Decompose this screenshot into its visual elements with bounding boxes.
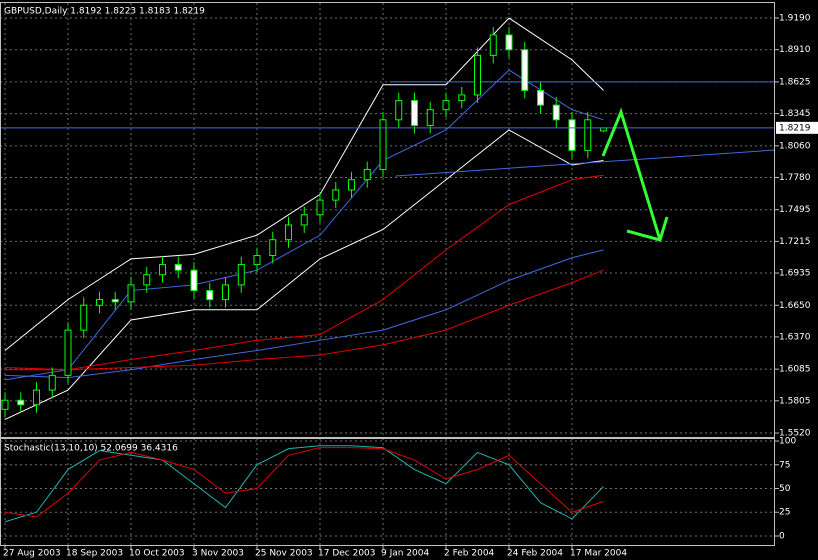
y-tick-label: 1.5805: [779, 396, 811, 406]
indicator-line: [5, 174, 604, 371]
candle-body: [411, 100, 418, 126]
y-tick-label: 50: [779, 484, 791, 494]
candle-body: [537, 89, 544, 106]
candle-body: [143, 274, 151, 286]
candle-body: [80, 304, 88, 331]
candle-body: [584, 119, 592, 151]
y-tick-label: 1.6650: [779, 301, 811, 311]
y-tick-label: 1.8060: [779, 141, 811, 151]
candle-body: [1, 399, 9, 410]
trendline: [395, 149, 776, 177]
indicator-line: [4, 69, 604, 381]
y-tick-label: 25: [779, 508, 790, 518]
candle-body: [442, 100, 450, 111]
y-tick-label: 1.7780: [779, 173, 811, 183]
candle-body: [458, 94, 466, 102]
candle-body: [222, 284, 229, 301]
candle-body: [474, 54, 481, 96]
arrow-head: [626, 216, 669, 242]
y-tick-label: 1.7215: [779, 237, 811, 247]
candle-body: [300, 214, 308, 226]
candle-body: [33, 389, 40, 406]
candle-body: [269, 239, 277, 257]
y-tick-label: 1.6370: [779, 332, 811, 342]
stochastic-line: [4, 445, 604, 523]
current-price-label: 1.8219: [779, 123, 811, 133]
candle-body: [395, 100, 403, 121]
candle-body: [505, 34, 513, 51]
x-tick-label: 2 Feb 2004: [444, 549, 495, 559]
candle-body: [348, 179, 355, 191]
x-tick-label: 27 Aug 2003: [3, 549, 61, 559]
stochastic-line: [4, 447, 604, 518]
candle-body: [285, 224, 292, 241]
candle-body: [111, 299, 119, 303]
x-tick-label: 18 Sep 2003: [66, 549, 123, 559]
x-tick-label: 9 Jan 2004: [381, 549, 429, 559]
candle-body: [426, 109, 434, 126]
candle-body: [190, 269, 198, 292]
grid: [0, 3, 775, 545]
forecast-arrow: [601, 107, 669, 242]
x-tick-label: 24 Feb 2004: [507, 549, 563, 559]
y-tick-label: 0: [779, 531, 785, 541]
indicator-line: [4, 249, 604, 379]
candle-body: [379, 119, 387, 171]
y-tick-label: 1.5520: [779, 429, 811, 439]
candle-body: [237, 264, 245, 286]
y-tick-label: 1.8910: [779, 45, 811, 55]
candle-body: [253, 255, 261, 266]
candle-body: [127, 284, 135, 303]
x-tick-label: 17 Dec 2003: [318, 549, 376, 559]
candle-body: [332, 189, 340, 201]
candle-body: [174, 264, 182, 271]
arrow-shaft: [601, 107, 662, 241]
marks: [0, 17, 776, 523]
y-tick-label: 1.7495: [779, 205, 811, 215]
y-tick-label: 1.9190: [779, 14, 811, 24]
candle-body: [568, 119, 576, 151]
indicator-line: [4, 269, 604, 371]
indicator-line: [4, 129, 604, 420]
stochastic-panel-border: [0, 438, 775, 546]
candle-body: [552, 104, 560, 121]
x-tick-label: 25 Nov 2003: [255, 549, 313, 559]
candle-body: [48, 374, 56, 391]
y-tick-label: 1.8625: [779, 77, 811, 87]
candle-body: [316, 199, 324, 216]
indicator-title: Stochastic(13,10,10) 52.0699 36.4316: [4, 444, 178, 454]
candle-body: [64, 329, 72, 376]
x-tick-label: 3 Nov 2003: [192, 549, 244, 559]
chart-title: GBPUSD,Daily 1.8192 1.8223 1.8183 1.8219: [4, 7, 205, 17]
candle-body: [159, 264, 166, 276]
x-tick-label: 10 Oct 2003: [129, 549, 185, 559]
candle-body: [521, 49, 529, 91]
y-tick-label: 1.6935: [779, 269, 811, 279]
y-tick-label: 100: [779, 437, 796, 447]
price-panel-border: [0, 2, 775, 438]
current-price-box: [776, 121, 818, 134]
candle-body: [206, 290, 214, 301]
candle-body: [489, 34, 497, 56]
y-tick-label: 1.8345: [779, 109, 811, 119]
candle-body: [17, 399, 25, 406]
y-tick-label: 1.6085: [779, 365, 811, 375]
y-tick-label: 75: [779, 460, 790, 470]
candle-body: [363, 169, 371, 181]
x-tick-label: 17 Mar 2004: [570, 549, 627, 559]
candle-body: [96, 299, 103, 306]
